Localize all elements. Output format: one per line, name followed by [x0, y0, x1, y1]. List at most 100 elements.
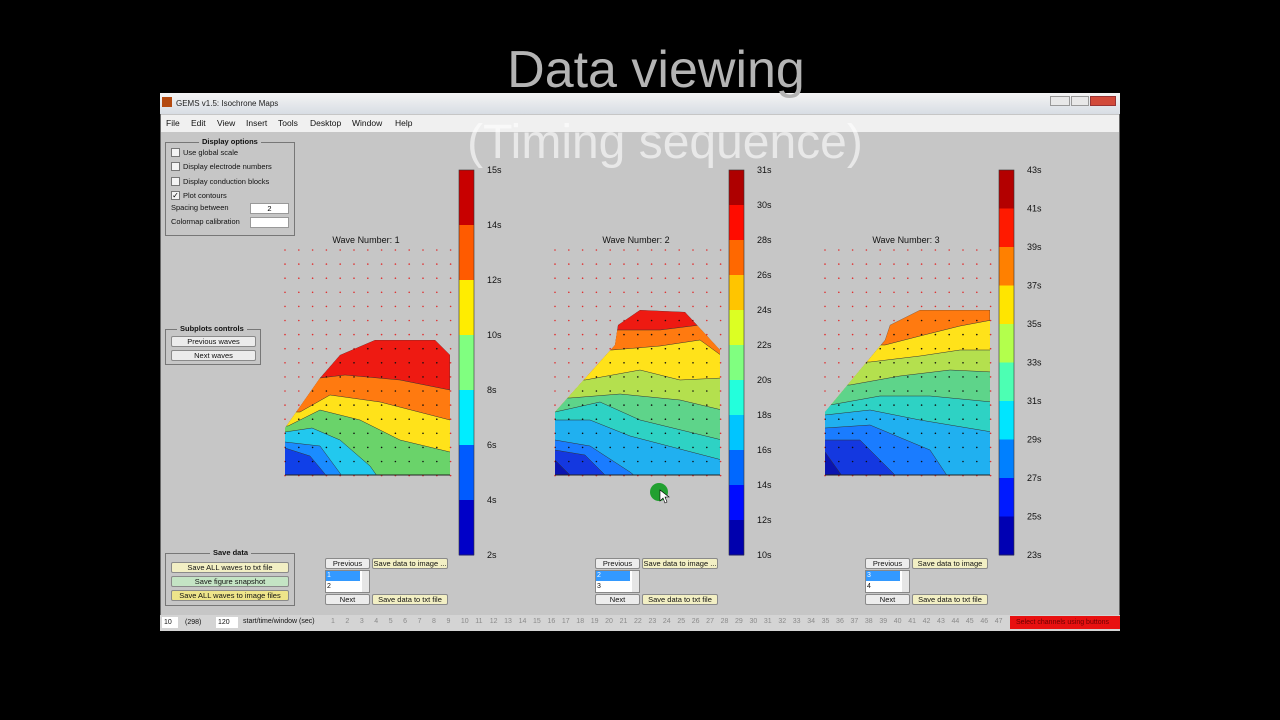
- channel-button[interactable]: 18: [576, 618, 585, 625]
- button[interactable]: Previous: [865, 558, 910, 569]
- channel-button[interactable]: 23: [648, 618, 657, 625]
- scroll-arrows[interactable]: [632, 571, 639, 592]
- button[interactable]: Next waves: [171, 350, 256, 361]
- menu-item[interactable]: Tools: [278, 118, 298, 128]
- button[interactable]: Previous waves: [171, 336, 256, 347]
- channel-button[interactable]: 40: [893, 618, 902, 625]
- button[interactable]: Save ALL waves to image files: [171, 590, 289, 601]
- channel-button[interactable]: 36: [836, 618, 844, 625]
- button[interactable]: Previous: [325, 558, 370, 569]
- channel-button[interactable]: 22: [634, 618, 642, 625]
- button[interactable]: Save ALL waves to txt file: [171, 562, 289, 573]
- channel-button[interactable]: 21: [619, 618, 628, 625]
- channel-button[interactable]: 29: [735, 618, 743, 625]
- channel-button[interactable]: 1: [331, 618, 335, 625]
- channel-button[interactable]: 37: [850, 618, 859, 625]
- channel-button[interactable]: 43: [937, 618, 945, 625]
- list-item[interactable]: 4: [867, 583, 871, 590]
- menu-item[interactable]: View: [217, 118, 236, 128]
- checkbox[interactable]: [171, 162, 180, 172]
- menu-item[interactable]: Edit: [191, 118, 206, 128]
- close-button[interactable]: [1090, 96, 1116, 106]
- menu-item[interactable]: Desktop: [310, 118, 342, 128]
- button[interactable]: Next: [325, 594, 370, 605]
- list-item[interactable]: 3: [866, 571, 900, 581]
- checkbox-label[interactable]: Display electrode numbers: [183, 162, 272, 172]
- channel-button[interactable]: 10: [460, 618, 469, 625]
- channel-button[interactable]: 19: [590, 618, 599, 625]
- channel-button[interactable]: 14: [518, 618, 527, 625]
- channel-button[interactable]: 35: [821, 618, 830, 625]
- spacing-input[interactable]: 2: [250, 203, 289, 214]
- maximize-button[interactable]: [1071, 96, 1089, 106]
- channel-button[interactable]: 41: [908, 618, 916, 625]
- list-item[interactable]: 2: [327, 583, 331, 590]
- channel-button[interactable]: 44: [951, 618, 960, 625]
- channel-button[interactable]: 30: [749, 618, 758, 625]
- channel-button[interactable]: 6: [403, 618, 408, 625]
- channel-button[interactable]: 3: [359, 618, 364, 625]
- checkbox[interactable]: [171, 148, 180, 157]
- electrode-dot: [623, 432, 625, 435]
- button[interactable]: Next: [865, 594, 910, 605]
- checkbox[interactable]: [171, 176, 180, 186]
- channel-button[interactable]: 45: [965, 618, 974, 625]
- channel-button[interactable]: 12: [489, 618, 498, 625]
- channel-button[interactable]: 15: [533, 618, 541, 625]
- channel-button[interactable]: 25: [677, 618, 686, 625]
- minimize-button[interactable]: [1050, 96, 1070, 106]
- channel-button[interactable]: 38: [864, 618, 873, 625]
- checkbox-label[interactable]: Plot contours: [183, 190, 227, 200]
- channel-button[interactable]: 46: [980, 618, 989, 625]
- channel-button[interactable]: 2: [345, 618, 350, 625]
- channel-button[interactable]: 11: [475, 618, 483, 625]
- button[interactable]: Next: [595, 594, 640, 605]
- status-field[interactable]: (298): [183, 617, 210, 628]
- channel-button[interactable]: 27: [706, 618, 714, 625]
- checkbox[interactable]: ✓: [171, 190, 180, 200]
- channel-button[interactable]: 39: [879, 618, 888, 625]
- channel-button[interactable]: 42: [922, 618, 931, 625]
- channel-button[interactable]: 17: [561, 618, 570, 625]
- scroll-arrows[interactable]: [902, 571, 909, 592]
- channel-button[interactable]: 4: [374, 618, 379, 625]
- status-field[interactable]: 10: [162, 617, 178, 628]
- channel-button[interactable]: 13: [504, 618, 512, 625]
- channel-button[interactable]: 32: [778, 618, 787, 625]
- channel-button[interactable]: 33: [792, 618, 801, 625]
- channel-button[interactable]: 34: [807, 618, 815, 625]
- button[interactable]: Save data to image: [912, 558, 988, 569]
- channel-button[interactable]: 24: [662, 618, 671, 625]
- button[interactable]: Save data to txt file: [912, 594, 988, 605]
- menu-item[interactable]: File: [166, 118, 180, 128]
- channel-button[interactable]: 5: [388, 618, 393, 625]
- channel-button[interactable]: 47: [994, 618, 1003, 625]
- electrode-dot: [706, 446, 708, 449]
- channel-button[interactable]: 9: [446, 618, 451, 625]
- button[interactable]: Save figure snapshot: [171, 576, 289, 587]
- channel-button[interactable]: 28: [720, 618, 729, 625]
- colormap-input[interactable]: [250, 217, 289, 228]
- channel-button[interactable]: 26: [691, 618, 700, 625]
- channel-button[interactable]: 31: [763, 618, 772, 625]
- button[interactable]: Save data to image ...: [642, 558, 718, 569]
- button[interactable]: Save data to image ...: [372, 558, 448, 569]
- spacing-label: Spacing between: [171, 203, 229, 212]
- button[interactable]: Save data to txt file: [372, 594, 448, 605]
- menu-item[interactable]: Window: [352, 118, 383, 128]
- checkbox-label[interactable]: Display conduction blocks: [183, 176, 270, 186]
- button[interactable]: Previous: [595, 558, 640, 569]
- checkbox-label[interactable]: Use global scale: [183, 148, 239, 157]
- channel-button[interactable]: 7: [417, 618, 422, 625]
- list-item[interactable]: 3: [597, 583, 601, 590]
- status-field[interactable]: 120: [216, 617, 238, 628]
- list-item[interactable]: 2: [596, 571, 630, 581]
- channel-button[interactable]: 16: [547, 618, 556, 625]
- list-item[interactable]: 1: [326, 571, 360, 581]
- button[interactable]: Save data to txt file: [642, 594, 718, 605]
- menu-item[interactable]: Help: [395, 118, 413, 128]
- menu-item[interactable]: Insert: [246, 118, 268, 128]
- channel-button[interactable]: 20: [605, 618, 613, 625]
- scroll-arrows[interactable]: [362, 571, 369, 592]
- channel-button[interactable]: 8: [432, 618, 436, 625]
